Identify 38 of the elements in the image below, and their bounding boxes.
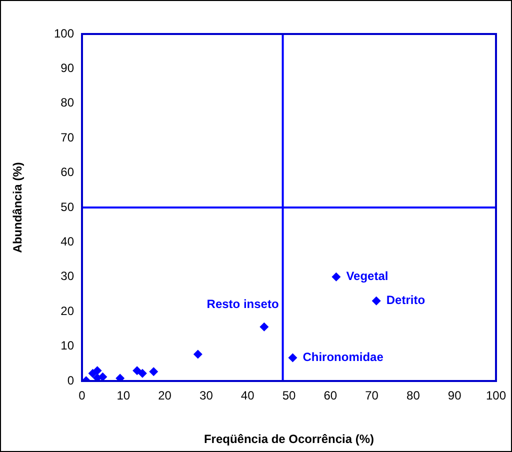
point: [288, 353, 298, 362]
point: [332, 272, 341, 282]
point: [260, 322, 269, 332]
point: [92, 366, 102, 376]
x-tick-label: 100: [486, 388, 506, 403]
point: [138, 368, 147, 378]
point: [372, 296, 381, 306]
point: [149, 367, 158, 376]
x-tick-label: 50: [282, 388, 296, 403]
y-tick-label: 40: [60, 234, 74, 249]
y-axis-title: Abundância (%): [10, 162, 25, 253]
y-tick-label: 80: [60, 96, 74, 110]
y-tick-label: 20: [60, 304, 74, 318]
x-tick-label: 0: [78, 388, 86, 403]
x-tick-label: 10: [116, 388, 130, 403]
point: [116, 374, 125, 381]
y-tick-label: 100: [54, 26, 74, 40]
y-tick-label: 70: [60, 130, 74, 144]
x-axis-title: Freqüência de Ocorrência (%): [204, 432, 374, 446]
x-tick-label: 80: [406, 388, 420, 403]
annotation: Resto inseto: [206, 297, 279, 312]
x-tick-label: 40: [240, 388, 255, 403]
point: [132, 366, 142, 376]
x-tick-label: 20: [158, 388, 172, 403]
y-tick-label: 90: [60, 61, 74, 76]
y-tick-label: 30: [60, 269, 74, 284]
point: [193, 350, 202, 359]
annotation: Vegetal: [346, 269, 388, 284]
y-tick-label: 0: [67, 373, 74, 388]
x-tick-label: 70: [365, 388, 379, 403]
x-tick-label: 60: [324, 388, 338, 403]
y-tick-label: 10: [60, 338, 74, 353]
y-tick-label: 60: [60, 165, 74, 180]
annotation: Chironomidae: [302, 350, 384, 364]
annotation: Detrito: [386, 293, 426, 308]
x-tick-label: 30: [200, 388, 214, 403]
x-tick-label: 90: [448, 388, 462, 403]
y-tick-label: 50: [60, 200, 74, 214]
